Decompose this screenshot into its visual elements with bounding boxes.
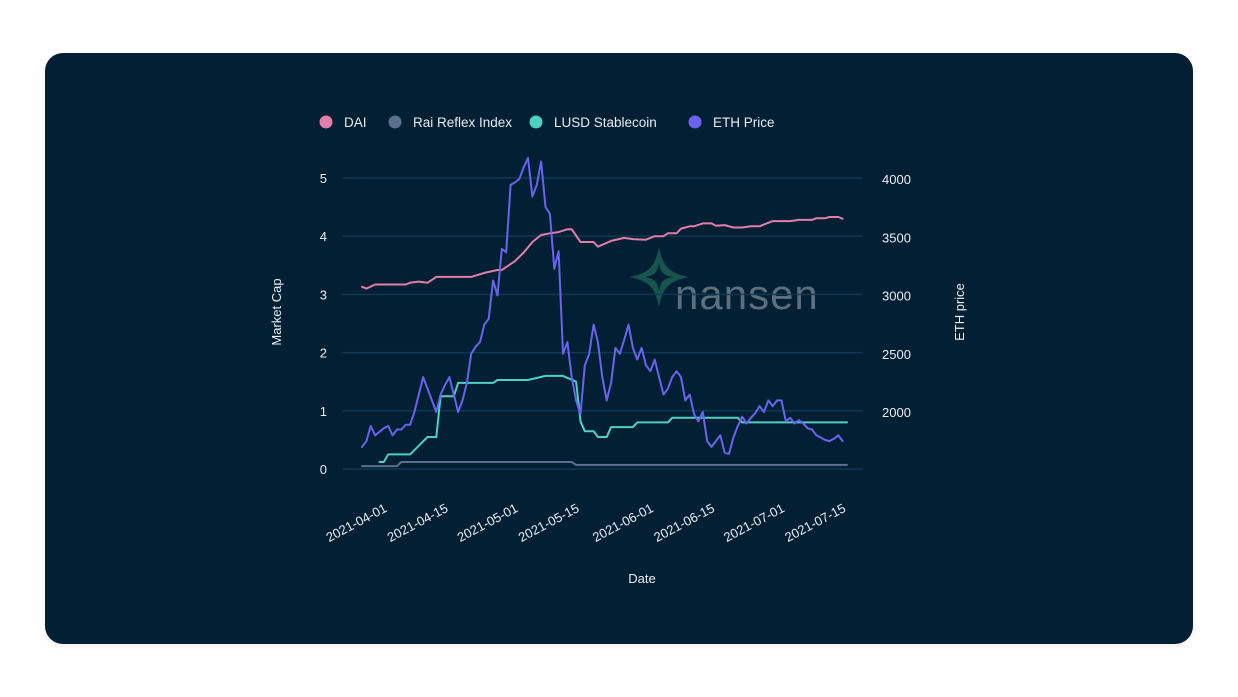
legend-item[interactable]: Rai Reflex Index [388, 115, 513, 130]
left-tick-label: 0 [320, 462, 327, 477]
gridlines [342, 177, 862, 470]
series-line-lusd-stablecoin [378, 374, 848, 463]
watermark: nansen [629, 247, 818, 318]
chart-svg: nansen 0 1 2 3 4 5 2000 2500 3000 3500 4000 2021-… [269, 115, 967, 586]
series-line-dai [361, 216, 844, 290]
left-tick-label: 1 [320, 404, 327, 419]
left-tick-label: 5 [320, 171, 327, 186]
left-tick-label: 4 [320, 229, 327, 244]
x-tick-label: 2021-05-15 [516, 500, 582, 544]
legend-swatch [688, 115, 702, 129]
right-axis-title: ETH price [952, 283, 967, 341]
legend-swatch [388, 115, 402, 129]
legend-label: Rai Reflex Index [413, 115, 512, 130]
x-tick-label: 2021-04-15 [385, 500, 451, 544]
x-tick-label: 2021-04-01 [323, 500, 389, 544]
legend-label: LUSD Stablecoin [554, 115, 657, 130]
legend-item[interactable]: ETH Price [688, 115, 775, 130]
series-line-rai-reflex-index [361, 461, 848, 468]
x-axis-title: Date [628, 571, 655, 586]
legend-item[interactable]: DAI [319, 115, 367, 130]
right-axis: 2000 2500 3000 3500 4000 [882, 172, 911, 420]
right-tick-label: 4000 [882, 172, 911, 187]
right-tick-label: 2000 [882, 405, 911, 420]
left-tick-label: 2 [320, 346, 327, 361]
right-tick-label: 3000 [882, 289, 911, 304]
left-tick-label: 3 [320, 287, 327, 302]
x-tick-label: 2021-06-15 [651, 500, 717, 544]
legend-swatch [529, 115, 543, 129]
x-tick-label: 2021-05-01 [455, 500, 521, 544]
legend-label: DAI [344, 115, 367, 130]
left-axis: 0 1 2 3 4 5 [320, 171, 327, 477]
legend-label: ETH Price [713, 115, 775, 130]
x-tick-label: 2021-07-01 [721, 500, 787, 544]
chart-card: nansen 0 1 2 3 4 5 2000 2500 3000 3500 4000 2021-… [45, 53, 1193, 644]
right-tick-label: 2500 [882, 347, 911, 362]
legend: DAI Rai Reflex Index LUSD Stablecoin ETH Pr… [319, 115, 775, 130]
series-line-eth-price [361, 157, 844, 455]
series-lines [361, 157, 848, 468]
right-tick-label: 3500 [882, 230, 911, 245]
x-tick-label: 2021-06-01 [590, 500, 656, 544]
x-tick-label: 2021-07-15 [782, 500, 848, 544]
left-axis-title: Market Cap [269, 278, 284, 345]
legend-item[interactable]: LUSD Stablecoin [529, 115, 657, 130]
legend-swatch [319, 115, 333, 129]
